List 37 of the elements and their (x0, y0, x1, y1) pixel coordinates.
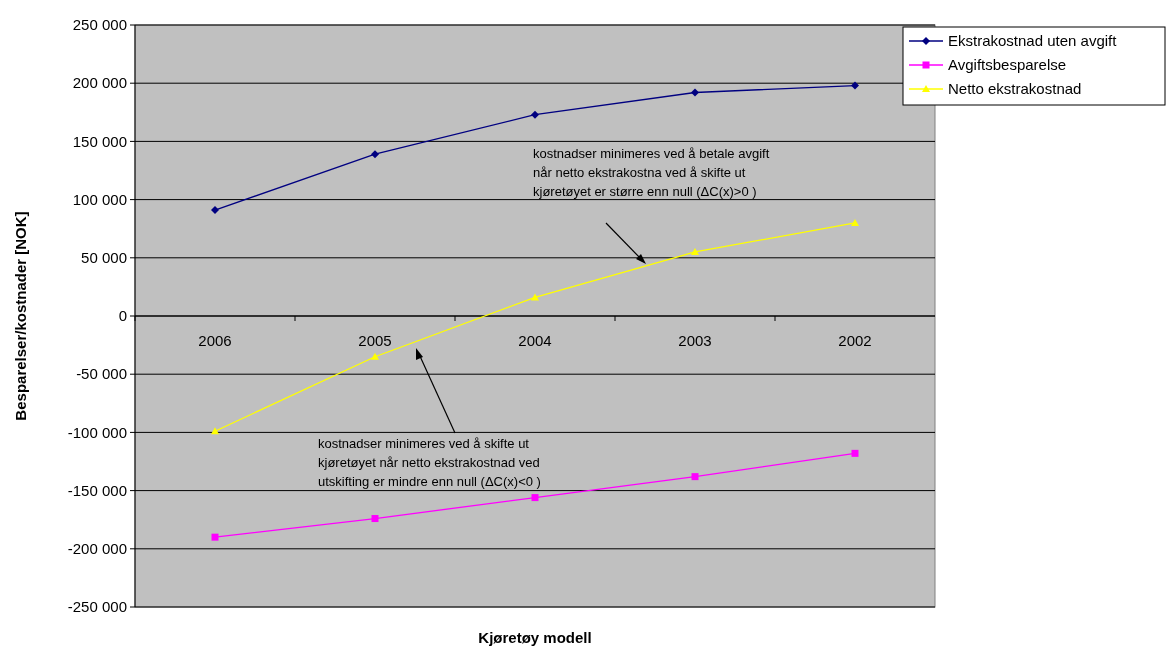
point (371, 150, 379, 159)
x-tick-label: 2005 (358, 332, 392, 349)
point (531, 494, 539, 502)
y-tick-label: -50 000 (76, 365, 127, 383)
y-tick-label: -250 000 (67, 598, 127, 616)
annotation: kostnadser minimeres ved å betale avgift når netto ekstrakostna ved å skifte ut kjøretøyet er større enn null (ΔC(x)>0 ) (533, 146, 770, 199)
point (851, 449, 859, 457)
annotation: kostnadser minimeres ved å skifte ut kjøretøyet når netto ekstrakostnad ved utskifting er mindre enn null (ΔC(x)<0 ) (318, 436, 541, 489)
point (851, 218, 859, 226)
y-tick-label: -100 000 (67, 423, 127, 441)
point (211, 206, 219, 215)
point (211, 533, 219, 541)
y-tick-label: 100 000 (72, 190, 127, 208)
y-axis-title: Besparelser/kostnader [NOK] (12, 211, 29, 421)
point (531, 110, 539, 119)
point (211, 427, 219, 435)
y-tick-label: 0 (118, 307, 127, 325)
y-tick-label: 200 000 (72, 74, 127, 92)
y-tick-label: 50 000 (81, 249, 127, 267)
x-tick-label: 2006 (198, 332, 232, 349)
point (371, 352, 379, 360)
point (371, 515, 379, 523)
legend-label: Avgiftsbesparelse (948, 56, 1067, 74)
y-tick-label: 150 000 (72, 132, 127, 150)
y-tick-label: 250 000 (72, 16, 127, 34)
legend-label: Ekstrakostnad uten avgift (948, 32, 1118, 50)
point (691, 247, 699, 255)
point (691, 473, 699, 481)
x-axis-title: Kjøretøy modell (478, 629, 592, 646)
y-tick-label: -150 000 (67, 481, 127, 499)
point (851, 81, 859, 90)
legend-label: Netto ekstrakostnad (948, 80, 1082, 98)
point (691, 88, 699, 97)
y-tick-label: -200 000 (67, 540, 127, 558)
x-tick-label: 2004 (518, 332, 552, 349)
x-tick-label: 2003 (678, 332, 712, 349)
x-tick-label: 2002 (838, 332, 872, 349)
